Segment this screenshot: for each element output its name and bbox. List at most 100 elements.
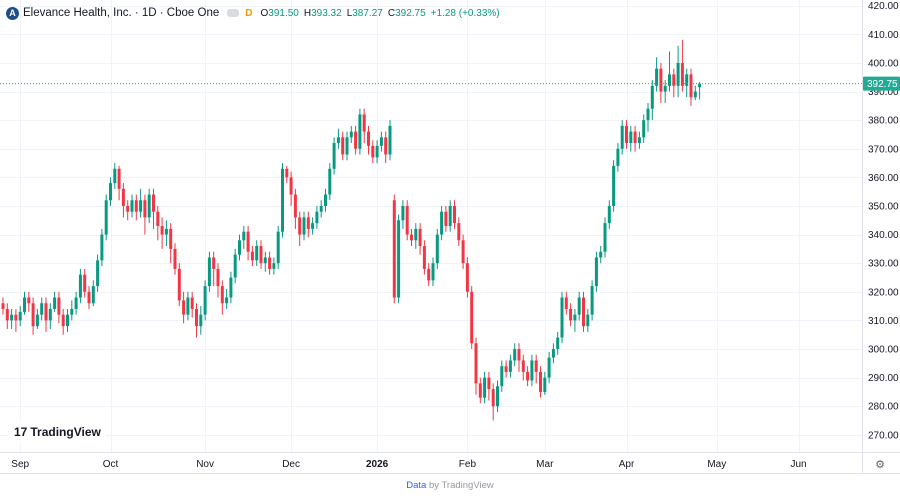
- candle-body[interactable]: [173, 248, 177, 269]
- candle-body[interactable]: [220, 286, 224, 304]
- candle-body[interactable]: [164, 228, 168, 235]
- candle-body[interactable]: [91, 286, 95, 304]
- candle-body[interactable]: [689, 74, 693, 98]
- candle-body[interactable]: [306, 217, 310, 229]
- candle-body[interactable]: [650, 85, 654, 109]
- candle-body[interactable]: [435, 234, 439, 264]
- candle-body[interactable]: [113, 168, 117, 184]
- candle-body[interactable]: [293, 194, 297, 218]
- candle-body[interactable]: [483, 377, 487, 398]
- candle-body[interactable]: [474, 343, 478, 384]
- data-link[interactable]: Data: [406, 480, 427, 491]
- candle-body[interactable]: [367, 131, 370, 146]
- candle-body[interactable]: [500, 366, 504, 387]
- candle-body[interactable]: [633, 131, 637, 144]
- candle-body[interactable]: [18, 311, 22, 321]
- candle-body[interactable]: [40, 303, 44, 315]
- candle-body[interactable]: [470, 291, 474, 344]
- candle-body[interactable]: [388, 125, 392, 155]
- candle-body[interactable]: [272, 263, 276, 269]
- candle-body[interactable]: [311, 223, 315, 229]
- candle-body[interactable]: [556, 337, 560, 350]
- candle-body[interactable]: [465, 263, 469, 292]
- candle-body[interactable]: [401, 205, 405, 221]
- candle-body[interactable]: [582, 297, 585, 327]
- candle-body[interactable]: [31, 303, 35, 327]
- candle-body[interactable]: [616, 148, 620, 166]
- candle-body[interactable]: [358, 114, 362, 149]
- candle-body[interactable]: [302, 217, 306, 235]
- candle-body[interactable]: [663, 85, 667, 92]
- candle-body[interactable]: [405, 205, 409, 235]
- candle-body[interactable]: [259, 246, 263, 264]
- candle-body[interactable]: [199, 314, 203, 327]
- candle-body[interactable]: [319, 205, 323, 212]
- candle-body[interactable]: [225, 297, 229, 304]
- candle-body[interactable]: [422, 246, 426, 269]
- candle-body[interactable]: [431, 263, 435, 281]
- candle-body[interactable]: [543, 377, 547, 392]
- candle-body[interactable]: [496, 386, 499, 407]
- candle-body[interactable]: [685, 74, 689, 86]
- candle-body[interactable]: [530, 360, 534, 381]
- candle-body[interactable]: [625, 125, 628, 144]
- candle-body[interactable]: [130, 200, 134, 212]
- candle-body[interactable]: [96, 260, 100, 287]
- candle-body[interactable]: [693, 91, 697, 98]
- candle-body[interactable]: [590, 286, 594, 315]
- candle-body[interactable]: [238, 240, 241, 255]
- candle-body[interactable]: [341, 137, 345, 155]
- candle-body[interactable]: [418, 228, 422, 247]
- candle-body[interactable]: [298, 217, 302, 235]
- candle-body[interactable]: [362, 114, 366, 132]
- candle-body[interactable]: [659, 68, 663, 92]
- candle-body[interactable]: [139, 200, 143, 212]
- candle-body[interactable]: [526, 371, 530, 381]
- candle-body[interactable]: [134, 200, 138, 212]
- candle-body[interactable]: [190, 297, 194, 309]
- candle-body[interactable]: [177, 268, 181, 301]
- candle-body[interactable]: [586, 314, 590, 327]
- candle-body[interactable]: [440, 211, 444, 235]
- candle-body[interactable]: [384, 137, 388, 155]
- candle-body[interactable]: [229, 277, 233, 298]
- candle-body[interactable]: [263, 257, 267, 264]
- candle-body[interactable]: [453, 205, 456, 224]
- candle-body[interactable]: [607, 205, 611, 224]
- candle-body[interactable]: [53, 297, 57, 309]
- candle-body[interactable]: [14, 314, 18, 321]
- candle-body[interactable]: [242, 231, 246, 241]
- candle-body[interactable]: [427, 268, 431, 281]
- candle-body[interactable]: [48, 308, 52, 321]
- candle-body[interactable]: [156, 211, 160, 226]
- candle-body[interactable]: [491, 389, 495, 407]
- candle-body[interactable]: [668, 74, 671, 86]
- candle-body[interactable]: [504, 366, 508, 372]
- candle-body[interactable]: [207, 257, 211, 287]
- candle-body[interactable]: [289, 177, 293, 195]
- candle-body[interactable]: [83, 274, 87, 292]
- candle-body[interactable]: [195, 308, 198, 327]
- candle-body[interactable]: [78, 274, 82, 298]
- candle-body[interactable]: [66, 314, 69, 327]
- candle-body[interactable]: [186, 297, 190, 315]
- candle-body[interactable]: [203, 286, 207, 315]
- candle-body[interactable]: [10, 314, 14, 321]
- candle-body[interactable]: [655, 68, 659, 86]
- candle-body[interactable]: [117, 168, 121, 189]
- candle-body[interactable]: [315, 211, 319, 224]
- candle-body[interactable]: [246, 231, 250, 252]
- candle-body[interactable]: [276, 231, 280, 264]
- visibility-toggle-icon[interactable]: [227, 9, 240, 17]
- candle-body[interactable]: [603, 223, 607, 252]
- gear-icon[interactable]: ⚙: [875, 459, 885, 471]
- candle-body[interactable]: [1, 303, 5, 309]
- candle-body[interactable]: [371, 145, 375, 158]
- candle-body[interactable]: [642, 120, 646, 138]
- candle-body[interactable]: [375, 145, 379, 158]
- candle-body[interactable]: [680, 62, 684, 86]
- candle-body[interactable]: [392, 200, 396, 298]
- candle-body[interactable]: [577, 297, 581, 315]
- candle-body[interactable]: [349, 131, 353, 138]
- candle-body[interactable]: [27, 297, 31, 304]
